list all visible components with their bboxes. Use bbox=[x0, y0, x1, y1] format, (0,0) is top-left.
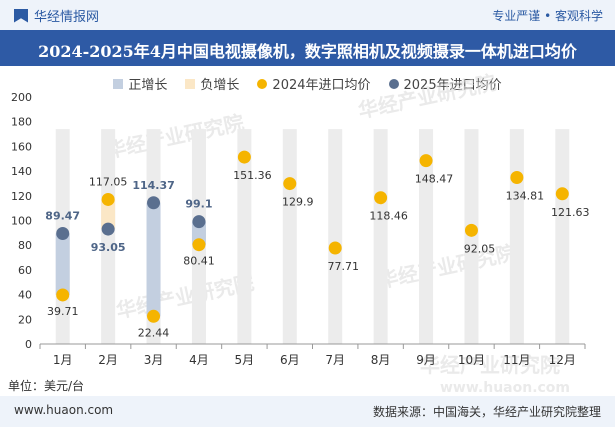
legend-2024: 2024年进口均价 bbox=[257, 74, 371, 93]
x-tick-label: 2月 bbox=[98, 353, 118, 367]
legend-positive-swatch bbox=[113, 78, 124, 89]
y-tick-label: 40 bbox=[18, 289, 32, 302]
watermark-text: 华经产业研究院 bbox=[104, 110, 246, 163]
point-2025 bbox=[101, 222, 115, 236]
x-tick-label: 11月 bbox=[503, 353, 530, 367]
point-2024 bbox=[192, 238, 206, 252]
footer-site: www.huaon.com bbox=[14, 403, 114, 417]
x-tick-label: 5月 bbox=[235, 353, 255, 367]
watermark-text: 华经产业研究院 bbox=[420, 353, 560, 377]
point-2024 bbox=[101, 192, 115, 206]
y-tick-label: 0 bbox=[25, 338, 32, 351]
footer-bar: www.huaon.com 数据来源：中国海关，华经产业研究院整理 bbox=[0, 396, 615, 427]
x-tick-label: 4月 bbox=[189, 353, 209, 367]
legend-2025: 2025年进口均价 bbox=[388, 74, 502, 93]
positive-growth-bar bbox=[146, 202, 161, 317]
data-label-2024: 39.71 bbox=[47, 305, 79, 318]
data-label-2024: 121.63 bbox=[551, 206, 590, 219]
data-label-2024: 92.05 bbox=[464, 242, 496, 255]
point-2024 bbox=[147, 309, 161, 323]
point-2024 bbox=[283, 177, 297, 191]
x-tick-label: 10月 bbox=[458, 353, 485, 367]
legend-positive-label: 正增长 bbox=[128, 78, 168, 93]
legend-2025-label: 2025年进口均价 bbox=[403, 78, 502, 93]
brand: 华经情报网 bbox=[14, 6, 99, 25]
background-bar bbox=[101, 129, 116, 344]
y-tick-label: 140 bbox=[11, 165, 32, 178]
background-bar bbox=[555, 129, 570, 344]
legend-negative: 负增长 bbox=[185, 74, 239, 93]
x-tick-label: 6月 bbox=[280, 353, 300, 367]
data-label-2024: 118.46 bbox=[369, 210, 408, 223]
positive-growth-bar bbox=[191, 221, 206, 245]
data-label-2024: 80.41 bbox=[183, 255, 215, 268]
point-2025 bbox=[192, 215, 206, 229]
point-2024 bbox=[555, 187, 569, 201]
legend-negative-swatch bbox=[185, 78, 196, 89]
x-tick-label: 1月 bbox=[53, 353, 73, 367]
x-tick-label: 7月 bbox=[325, 353, 345, 367]
data-label-2024: 134.81 bbox=[506, 190, 545, 203]
footer-source: 数据来源：中国海关，华经产业研究院整理 bbox=[372, 405, 601, 419]
tagline: 专业严谨 • 客观科学 bbox=[492, 9, 603, 23]
x-tick-label: 3月 bbox=[144, 353, 164, 367]
data-label-2024: 151.36 bbox=[233, 169, 272, 182]
y-tick-label: 100 bbox=[11, 215, 32, 228]
point-2025 bbox=[147, 196, 161, 210]
unit-label: 单位：美元/台 bbox=[8, 379, 85, 393]
bookmark-logo-icon bbox=[14, 8, 28, 23]
positive-growth-bar bbox=[55, 233, 70, 295]
legend-2024-label: 2024年进口均价 bbox=[272, 78, 371, 93]
x-tick-label: 9月 bbox=[416, 353, 436, 367]
background-bar bbox=[237, 129, 252, 344]
point-2024 bbox=[510, 171, 524, 185]
y-tick-label: 160 bbox=[11, 140, 32, 153]
data-label-2024: 148.47 bbox=[415, 173, 454, 186]
legend-negative-label: 负增长 bbox=[200, 78, 240, 93]
data-label-2024: 129.9 bbox=[282, 196, 314, 209]
x-tick-label: 8月 bbox=[371, 353, 391, 367]
title-bar: 2024-2025年4月中国电视摄像机，数字照相机及视频摄录一体机进口均价 bbox=[0, 30, 615, 66]
y-tick-label: 120 bbox=[11, 190, 32, 203]
y-tick-label: 20 bbox=[18, 313, 32, 326]
brand-name: 华经情报网 bbox=[34, 10, 100, 25]
watermark-text: 华经产业研究院 bbox=[114, 270, 256, 323]
legend-2024-swatch bbox=[257, 78, 268, 89]
legend-positive: 正增长 bbox=[113, 74, 167, 93]
x-tick-label: 12月 bbox=[549, 353, 576, 367]
chart-title: 2024-2025年4月中国电视摄像机，数字照相机及视频摄录一体机进口均价 bbox=[38, 42, 577, 61]
point-2024 bbox=[464, 223, 478, 237]
point-2024 bbox=[374, 191, 388, 205]
point-2024 bbox=[237, 150, 251, 164]
data-label-2025: 93.05 bbox=[91, 241, 126, 254]
data-label-2025: 99.1 bbox=[185, 198, 212, 211]
watermark-text: 华经产业研究院 bbox=[376, 240, 518, 293]
data-label-2024: 117.05 bbox=[89, 175, 128, 188]
y-tick-label: 180 bbox=[11, 116, 32, 129]
background-bar bbox=[328, 129, 343, 344]
background-bar bbox=[419, 129, 434, 344]
data-label-2025: 89.47 bbox=[45, 210, 80, 223]
point-2025 bbox=[56, 227, 70, 241]
negative-growth-bar bbox=[101, 199, 116, 230]
chart-legend: 正增长 负增长 2024年进口均价 2025年进口均价 bbox=[0, 74, 615, 93]
background-bar bbox=[509, 129, 524, 344]
point-2024 bbox=[419, 154, 433, 168]
point-2024 bbox=[328, 241, 342, 255]
legend-2025-swatch bbox=[388, 78, 399, 89]
watermark-url: www.huaon.com bbox=[440, 380, 570, 396]
watermark-text: 华经产业研究院 bbox=[356, 70, 498, 123]
y-tick-label: 60 bbox=[18, 264, 32, 277]
data-label-2024: 77.71 bbox=[327, 260, 359, 273]
background-bar bbox=[373, 129, 388, 344]
top-bar: 华经情报网 专业严谨 • 客观科学 bbox=[0, 0, 615, 30]
point-2024 bbox=[56, 288, 70, 302]
y-tick-label: 80 bbox=[18, 239, 32, 252]
data-label-2025: 114.37 bbox=[132, 179, 174, 192]
y-tick-label: 200 bbox=[11, 91, 32, 104]
background-bar bbox=[282, 129, 297, 344]
data-label-2024: 22.44 bbox=[138, 326, 170, 339]
